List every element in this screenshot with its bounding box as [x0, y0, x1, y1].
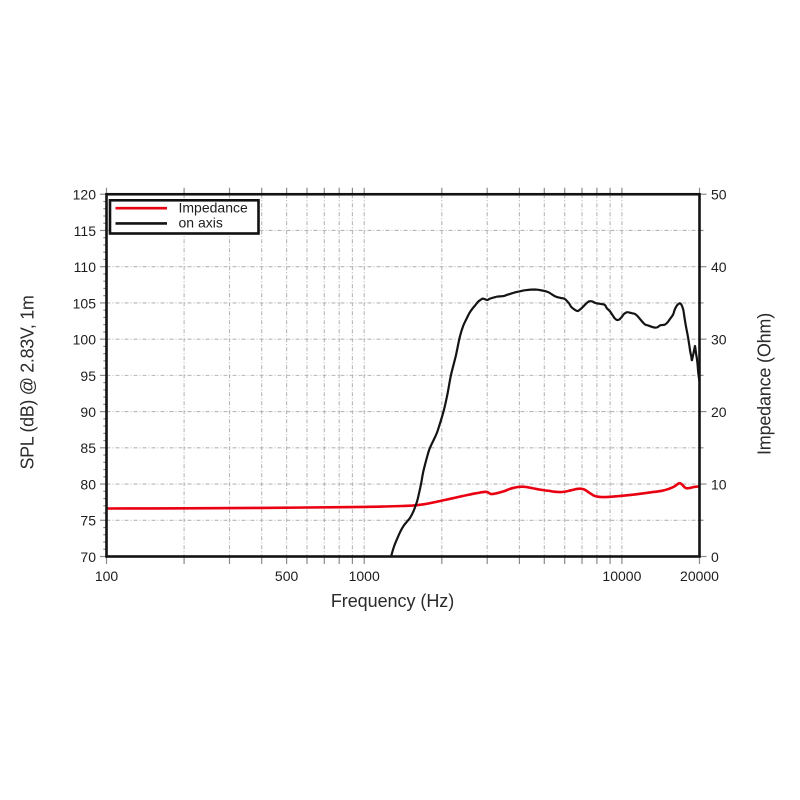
svg-text:90: 90: [80, 404, 96, 420]
svg-text:10: 10: [711, 476, 727, 492]
svg-text:110: 110: [74, 259, 97, 275]
svg-text:Impedance (Ohm): Impedance (Ohm): [755, 313, 775, 455]
svg-text:1000: 1000: [349, 568, 380, 584]
svg-text:Impedance: Impedance: [179, 199, 248, 215]
svg-text:75: 75: [80, 513, 96, 529]
svg-text:0: 0: [711, 549, 719, 565]
svg-text:105: 105: [73, 295, 97, 311]
svg-text:85: 85: [80, 440, 96, 456]
svg-text:50: 50: [711, 187, 727, 203]
svg-text:Frequency (Hz): Frequency (Hz): [331, 591, 454, 611]
svg-text:120: 120: [73, 187, 97, 203]
svg-text:70: 70: [80, 549, 96, 565]
svg-text:95: 95: [80, 368, 96, 384]
svg-text:20000: 20000: [680, 568, 719, 584]
svg-text:SPL (dB) @ 2.83V, 1m: SPL (dB) @ 2.83V, 1m: [18, 295, 38, 469]
svg-text:on axis: on axis: [179, 215, 223, 231]
svg-text:10000: 10000: [602, 568, 641, 584]
svg-text:80: 80: [80, 476, 96, 492]
svg-text:100: 100: [95, 568, 119, 584]
svg-text:500: 500: [275, 568, 299, 584]
svg-text:30: 30: [711, 332, 727, 348]
svg-text:40: 40: [711, 259, 727, 275]
svg-text:100: 100: [73, 332, 97, 348]
svg-text:115: 115: [74, 223, 97, 239]
svg-text:20: 20: [711, 404, 727, 420]
